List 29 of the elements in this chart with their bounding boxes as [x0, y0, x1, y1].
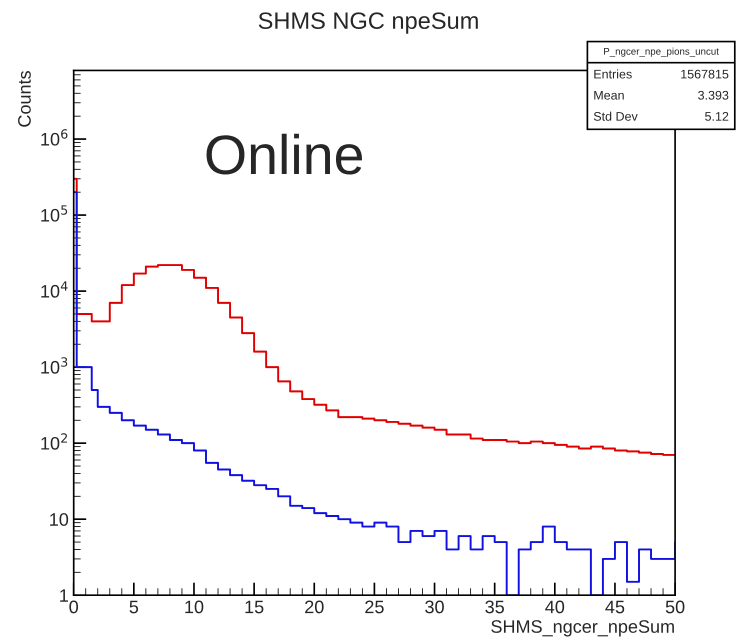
text: 5.12 — [705, 112, 728, 121]
x-tick-label: 25 — [365, 600, 384, 614]
y-tick-label: 10$^{5}$ — [41, 205, 68, 222]
annotation: Std Dev — [594, 112, 638, 121]
x-tick-label: 45 — [605, 600, 624, 614]
text: 1567815 — [681, 70, 728, 79]
x-tick-label: 15 — [245, 600, 264, 614]
annotation: Entries — [594, 69, 632, 79]
y-tick-label: 10$^{6}$ — [41, 129, 68, 146]
y-tick-label: 10 — [50, 513, 68, 526]
x-tick-label: 30 — [425, 600, 444, 614]
y-tick-label: 10$^{4}$ — [41, 281, 68, 298]
annotation: Online — [206, 134, 362, 175]
x-tick-label: 50 — [666, 600, 684, 614]
x-tick-label: 5 — [130, 600, 138, 614]
x-tick-label: 0 — [69, 600, 78, 614]
annotation: Mean — [594, 90, 624, 100]
y-tick-label: 10$^{2}$ — [41, 433, 67, 450]
x-tick-label: 20 — [305, 600, 324, 614]
y-axis-title: Counts — [18, 71, 31, 127]
x-axis-title: SHMS_ngcer_npeSum — [491, 620, 674, 636]
text: 3.393 — [698, 90, 728, 100]
text: P_ngcer_npe_pions_uncut — [604, 48, 719, 57]
chart-title: SHMS NGC npeSum — [258, 12, 478, 34]
x-tick-label: 10 — [185, 600, 204, 614]
x-tick-label: 35 — [485, 600, 504, 614]
y-tick-label: 10$^{3}$ — [41, 357, 68, 374]
x-tick-label: 40 — [545, 600, 564, 614]
y-tick-label: 1 — [60, 589, 68, 602]
